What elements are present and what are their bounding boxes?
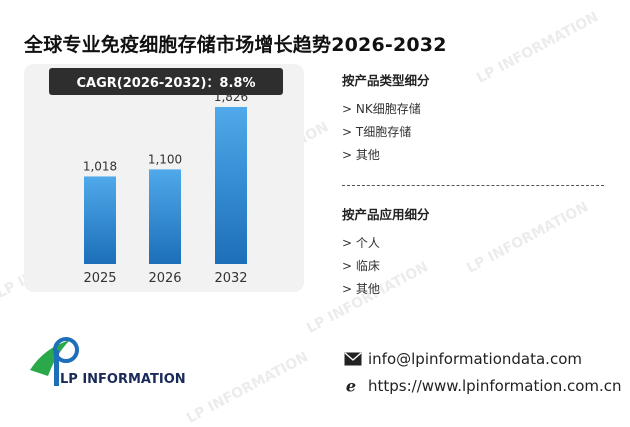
x-tick-label: 2026 [148, 271, 181, 286]
type-segment-item: NK细胞存储 [342, 98, 604, 121]
type-segment-item: 其他 [342, 144, 604, 167]
application-segment-item: 其他 [342, 278, 604, 301]
bar-value-label: 1,826 [214, 90, 248, 104]
bar-2026 [149, 169, 181, 264]
bar-2032 [215, 106, 247, 264]
application-segment-item: 个人 [342, 232, 604, 255]
application-segment-item: 临床 [342, 255, 604, 278]
x-tick-label: 2032 [214, 271, 247, 286]
watermark: LP INFORMATION [184, 349, 312, 427]
brand-name: LP INFORMATION [60, 372, 186, 387]
bar-chart: 1,018 2025 1,100 2026 1,826 2032 [83, 90, 248, 286]
application-segment-title: 按产品应用细分 [342, 207, 430, 222]
website-link[interactable]: https://www.lpinformation.com.cn [368, 377, 622, 395]
svg-text:e: e [346, 378, 356, 394]
type-segment-title: 按产品类型细分 [342, 73, 430, 88]
lp-logo-icon [30, 337, 79, 386]
cagr-badge: CAGR(2026-2032)：8.8% [49, 68, 283, 95]
section-divider [342, 185, 604, 186]
bar-value-label: 1,018 [83, 159, 117, 173]
browser-e-icon: e [346, 378, 356, 394]
type-segment-item: T细胞存储 [342, 121, 604, 144]
email-link[interactable]: info@lpinformationdata.com [368, 350, 582, 368]
bar-value-label: 1,100 [148, 152, 182, 166]
page-title: 全球专业免疫细胞存储市场增长趋势2026-2032 [24, 34, 447, 56]
mail-icon [344, 352, 362, 366]
cagr-label: CAGR(2026-2032)：8.8% [76, 76, 256, 91]
website-row: e https://www.lpinformation.com.cn [344, 377, 622, 395]
email-row: info@lpinformationdata.com [344, 350, 582, 368]
segments-panel: 按产品类型细分 NK细胞存储 T细胞存储 其他 按产品应用细分 个人 临床 其他 [342, 70, 604, 301]
bar-2025 [84, 176, 116, 264]
x-tick-label: 2025 [83, 271, 116, 286]
